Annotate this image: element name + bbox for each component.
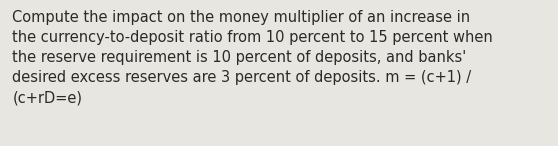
Text: Compute the impact on the money multiplier of an increase in
the currency-to-dep: Compute the impact on the money multipli… — [12, 10, 493, 105]
